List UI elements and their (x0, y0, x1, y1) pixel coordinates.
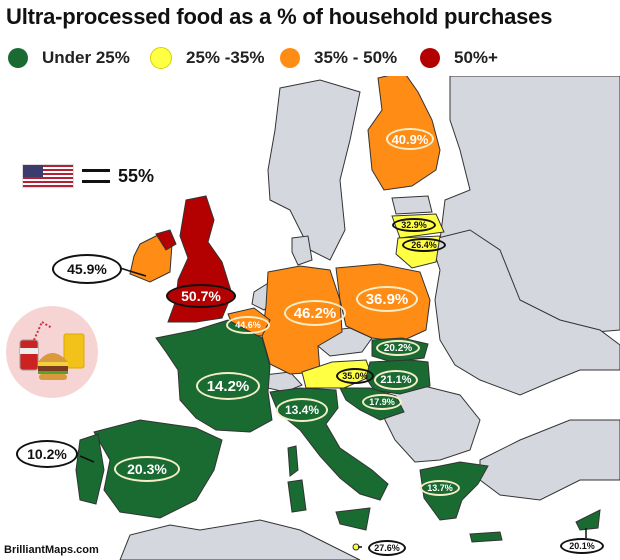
sardinia (287, 479, 307, 513)
legend-item-25-35: 25% -35% (150, 44, 264, 72)
northern-ireland (155, 229, 177, 251)
label-portugal: 10.2% (16, 440, 78, 468)
denmark (291, 235, 313, 266)
estonia (391, 195, 433, 215)
legend-label: Under 25% (42, 48, 130, 67)
label-france: 14.2% (196, 372, 260, 400)
legend-label: 25% -35% (186, 48, 265, 67)
label-lithuania: 26.4% (402, 238, 446, 252)
turkey-region (479, 419, 620, 501)
usa-flag-icon (22, 164, 74, 188)
africa-region (119, 519, 361, 560)
label-malta: 27.6% (368, 540, 406, 556)
label-austria: 35.0% (336, 368, 374, 384)
usa-callout: 55% (22, 164, 154, 188)
label-croatia: 17.9% (362, 394, 402, 410)
legend-label: 50%+ (454, 48, 498, 67)
label-uk: 50.7% (166, 284, 236, 308)
label-poland: 36.9% (356, 286, 418, 312)
cyprus (575, 509, 601, 531)
red-dot-icon (420, 48, 440, 68)
europe-map (0, 76, 620, 560)
label-belgium: 44.6% (226, 316, 270, 334)
corsica (287, 445, 299, 477)
legend-item-50-plus: 50%+ (420, 44, 498, 72)
legend: Under 25% 25% -35% 35% - 50% 50%+ (4, 44, 620, 72)
legend-label: 35% - 50% (314, 48, 398, 67)
label-slovakia: 20.2% (376, 340, 420, 356)
label-ireland: 45.9% (52, 254, 122, 284)
label-spain: 20.3% (114, 456, 180, 482)
portugal (75, 433, 105, 505)
equals-icon (82, 169, 110, 183)
watermark: BrilliantMaps.com (4, 544, 99, 556)
label-greece: 13.7% (420, 480, 460, 496)
legend-item-under-25: Under 25% (8, 44, 130, 72)
belarus-ukraine-region (429, 229, 620, 396)
label-hungary: 21.1% (374, 370, 418, 390)
yellow-dot-icon (150, 47, 172, 69)
orange-dot-icon (280, 48, 300, 68)
label-latvia: 32.9% (392, 218, 436, 232)
map-title: Ultra-processed food as a % of household… (6, 4, 553, 29)
green-dot-icon (8, 48, 28, 68)
balkans-region (379, 384, 481, 463)
label-italy: 13.4% (276, 398, 328, 422)
label-germany: 46.2% (284, 300, 346, 326)
crete (469, 531, 503, 543)
norway-sweden (267, 79, 361, 261)
sicily (335, 507, 371, 531)
fast-food-icon (6, 306, 98, 398)
legend-item-35-50: 35% - 50% (280, 44, 397, 72)
label-finland: 40.9% (386, 128, 434, 150)
label-cyprus: 20.1% (560, 538, 604, 554)
usa-value: 55% (118, 165, 155, 186)
